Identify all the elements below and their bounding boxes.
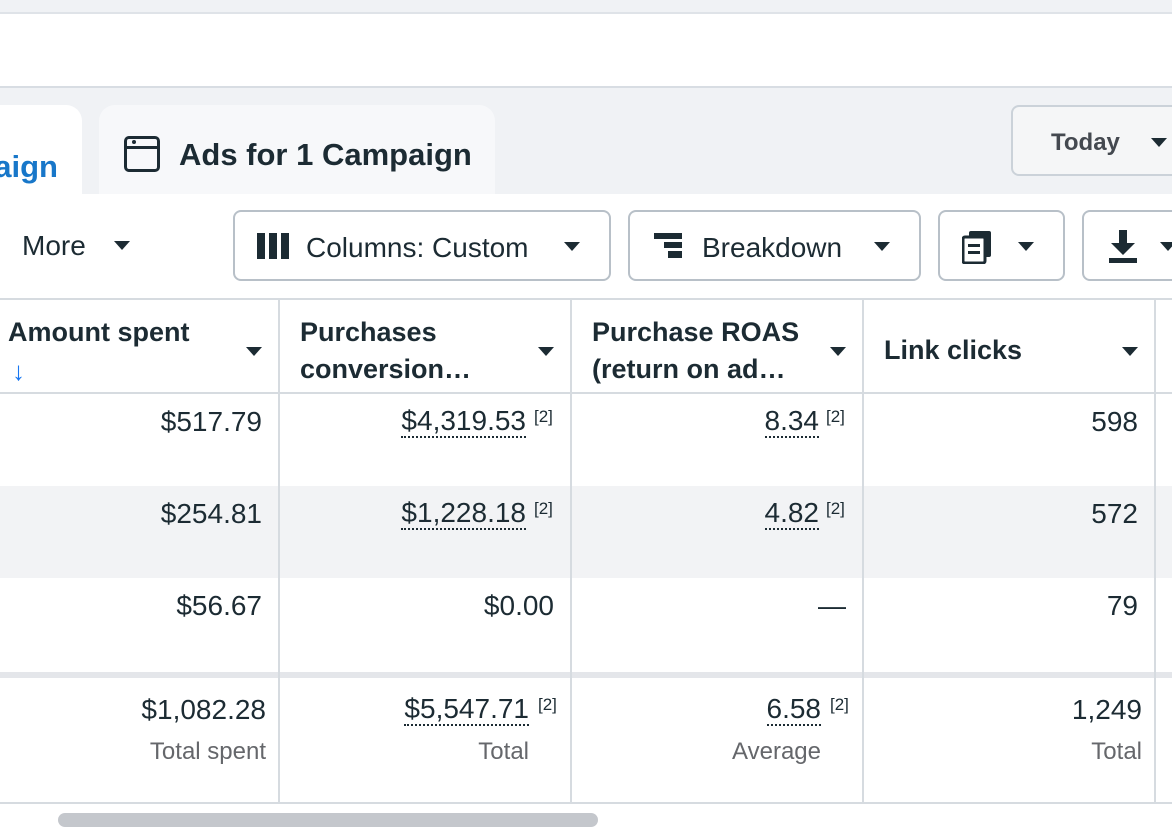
purchases-value-cell[interactable]: $4,319.53 — [401, 405, 526, 438]
tab-bar: aign Ads for 1 Campaign Today — [0, 88, 1172, 194]
column-header-label: Purchase ROAS (return on ad… — [592, 317, 800, 384]
total-purchases-value[interactable]: $5,547.71 — [404, 693, 529, 726]
amount-spent-cell: $254.81 — [160, 498, 262, 529]
column-header-amount-spent[interactable]: Amount spent ↓ — [0, 300, 278, 394]
breakdown-button[interactable]: Breakdown — [628, 210, 921, 281]
footnote-marker[interactable]: [2] — [534, 499, 553, 518]
link-clicks-cell: 598 — [1091, 406, 1138, 437]
export-button[interactable] — [1082, 210, 1172, 281]
date-range-button[interactable]: Today — [1011, 105, 1172, 176]
browser-top-strip — [0, 0, 1172, 14]
column-divider[interactable] — [1154, 298, 1156, 804]
chevron-down-icon — [1018, 242, 1034, 251]
chevron-down-icon — [564, 242, 580, 251]
chevron-down-icon — [874, 242, 890, 251]
amount-spent-cell: $517.79 — [160, 406, 262, 437]
scrollbar-thumb[interactable] — [58, 813, 598, 827]
roas-cell[interactable]: 4.82 — [764, 497, 819, 530]
chevron-down-icon[interactable] — [246, 347, 262, 356]
toolbar: More Columns: Custom Breakdown — [0, 194, 1172, 298]
horizontal-scrollbar[interactable] — [0, 806, 1172, 836]
more-label: More — [22, 230, 86, 261]
amount-spent-cell: $56.67 — [176, 590, 262, 621]
reports-icon — [962, 231, 991, 264]
footnote-marker[interactable]: [2] — [538, 695, 557, 714]
column-divider[interactable] — [278, 298, 280, 804]
roas-cell[interactable]: 8.34 — [764, 405, 819, 438]
table-row[interactable]: $254.81 $1,228.18 [2] 4.82 [2] 572 — [0, 486, 1172, 578]
purchases-value-cell[interactable]: $1,228.18 — [401, 497, 526, 530]
column-header-link-clicks[interactable]: Link clicks — [864, 300, 1154, 394]
column-header-label: Purchases conversion… — [300, 317, 472, 384]
chevron-down-icon[interactable] — [830, 347, 846, 356]
column-header-label: Link clicks — [884, 335, 1023, 365]
total-amount-spent: $1,082.28 — [141, 694, 266, 725]
total-link-clicks-label: Total — [1091, 738, 1142, 765]
link-clicks-cell: 79 — [1106, 590, 1138, 621]
breakdown-label: Breakdown — [702, 232, 843, 263]
columns-button[interactable]: Columns: Custom — [233, 210, 611, 281]
download-icon — [1109, 230, 1137, 263]
table-header-row: Amount spent ↓ Purchases conversion… Pur… — [0, 298, 1172, 394]
column-header-label: Amount spent — [8, 317, 190, 347]
date-range-label: Today — [1051, 129, 1120, 156]
header-area — [0, 14, 1172, 88]
columns-label: Columns: Custom — [306, 232, 529, 263]
chevron-down-icon — [1160, 242, 1172, 251]
purchases-value-cell: $0.00 — [483, 590, 554, 621]
sort-descending-icon[interactable]: ↓ — [12, 356, 25, 386]
footnote-marker[interactable]: [2] — [826, 407, 845, 426]
column-divider[interactable] — [862, 298, 864, 804]
footnote-marker[interactable]: [2] — [534, 407, 553, 426]
footnote-marker[interactable]: [2] — [830, 695, 849, 714]
roas-cell: — — [818, 590, 846, 621]
totals-row: $1,082.28 Total spent $5,547.71 [2] Tota… — [0, 672, 1172, 804]
table-row[interactable]: $517.79 $4,319.53 [2] 8.34 [2] 598 — [0, 394, 1172, 486]
tab-campaigns-label: aign — [0, 149, 58, 184]
column-divider[interactable] — [570, 298, 572, 804]
columns-icon — [257, 233, 289, 259]
total-amount-spent-label: Total spent — [149, 738, 266, 765]
average-roas[interactable]: 6.58 — [766, 693, 821, 726]
footnote-marker[interactable]: [2] — [826, 499, 845, 518]
average-roas-label: Average — [732, 738, 821, 765]
chevron-down-icon[interactable] — [538, 347, 554, 356]
column-header-purchases-value[interactable]: Purchases conversion… — [280, 300, 570, 394]
column-header-purchase-roas[interactable]: Purchase ROAS (return on ad… — [572, 300, 862, 394]
chevron-down-icon — [114, 241, 130, 250]
chevron-down-icon — [1151, 138, 1167, 147]
reports-button[interactable] — [938, 210, 1065, 281]
more-button[interactable]: More — [22, 230, 130, 262]
tab-ads-label: Ads for 1 Campaign — [179, 137, 472, 172]
table-row[interactable]: $56.67 $0.00 — 79 — [0, 578, 1172, 670]
tab-campaigns[interactable]: aign — [0, 105, 82, 194]
ad-window-icon — [124, 136, 160, 172]
chevron-down-icon[interactable] — [1122, 347, 1138, 356]
tab-ads[interactable]: Ads for 1 Campaign — [99, 105, 495, 194]
breakdown-icon — [654, 233, 682, 258]
link-clicks-cell: 572 — [1091, 498, 1138, 529]
total-link-clicks: 1,249 — [1071, 694, 1142, 725]
total-purchases-label: Total — [478, 738, 529, 765]
